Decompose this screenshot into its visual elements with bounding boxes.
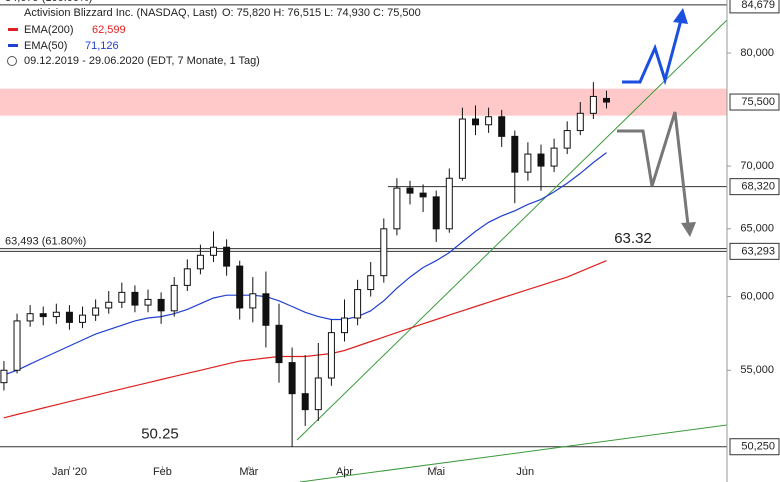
legend-value: 62,599	[92, 24, 126, 36]
candle-body	[327, 332, 335, 379]
candle-body	[393, 187, 401, 230]
candle-body	[602, 97, 610, 103]
ema-line	[3, 152, 607, 376]
arrowhead	[673, 8, 688, 24]
candle-body	[65, 311, 73, 323]
candle-body	[550, 147, 558, 167]
candle-body	[354, 289, 362, 319]
candle-body	[406, 187, 414, 194]
y-tick-label: 70,000	[740, 160, 774, 172]
candle-body	[118, 291, 126, 303]
clock-icon	[7, 56, 17, 66]
legend-swatch	[8, 44, 18, 47]
candle-body	[275, 324, 283, 364]
level-caption: 84,679 (100.00%)	[5, 0, 92, 4]
arrowhead	[681, 222, 696, 237]
candle-body	[223, 246, 231, 267]
x-tick-label: Jun	[516, 466, 534, 478]
x-tick-label: Apr	[336, 466, 353, 478]
candle-body	[576, 112, 584, 132]
scenario-arrow	[622, 19, 683, 86]
annotation: 50.25	[141, 426, 179, 443]
title: Activision Blizzard Inc. (NASDAQ, Last)	[24, 7, 217, 19]
candle-body	[524, 153, 532, 173]
candle-body	[471, 118, 479, 126]
x-tick-label: Mär	[239, 466, 258, 478]
legend-label: EMA(50)	[24, 40, 67, 52]
candle-body	[380, 228, 388, 277]
price-box-label: 84,679	[741, 0, 775, 11]
price-box	[729, 438, 780, 456]
ohlc: O: 75,820 H: 76,515 L: 74,930 C: 75,500	[222, 7, 421, 19]
candle-body	[183, 268, 191, 286]
trendline	[299, 424, 728, 482]
candle-body	[210, 246, 218, 256]
candle-body	[39, 313, 47, 318]
candle-body	[13, 320, 21, 371]
price-box-label: 68,320	[741, 181, 775, 193]
y-tick-label: 65,000	[740, 223, 774, 235]
candle-body	[249, 293, 257, 309]
candle-body	[288, 362, 296, 395]
candle-body	[0, 369, 8, 384]
x-tick-label: Jan '20	[52, 466, 87, 478]
price-box	[729, 93, 780, 111]
candle-body	[236, 265, 244, 309]
candle-body	[79, 314, 87, 323]
price-box	[729, 0, 780, 14]
candle-body	[92, 307, 100, 316]
legend-label: EMA(200)	[24, 24, 74, 36]
candle-body	[445, 177, 453, 230]
background	[0, 4, 727, 448]
candle-body	[131, 291, 139, 306]
candle-body	[105, 301, 113, 309]
candle-body	[432, 196, 440, 230]
candle-body	[458, 118, 466, 179]
candle-body	[262, 293, 270, 326]
candle-body	[498, 116, 506, 137]
candle-body	[419, 192, 427, 198]
candle-body	[485, 116, 493, 126]
candle-body	[563, 130, 571, 149]
candle-body	[367, 275, 375, 291]
price-box	[729, 242, 780, 260]
candle-body	[314, 377, 322, 411]
candle-body	[511, 135, 519, 173]
candle-body	[537, 153, 545, 167]
scenario-arrow	[617, 111, 690, 226]
x-tick-label: Mai	[427, 466, 445, 478]
candle-body	[26, 313, 34, 322]
y-tick-label: 55,000	[740, 364, 774, 376]
legend-swatch	[8, 28, 18, 31]
candle-body	[170, 284, 178, 312]
x-tick-label: Feb	[153, 466, 172, 478]
legend-value: 71,126	[85, 40, 119, 52]
y-tick-label: 60,000	[740, 290, 774, 302]
candle-body	[52, 311, 60, 318]
candle-body	[144, 298, 152, 306]
candle-body	[196, 254, 204, 270]
period: 09.12.2019 - 29.06.2020 (EDT, 7 Monate, …	[24, 55, 260, 67]
price-box-label: 50,250	[741, 441, 775, 453]
candle-body	[341, 317, 349, 334]
candle-body	[589, 95, 597, 114]
candle-body	[157, 298, 165, 312]
price-box-label: 63,293	[741, 245, 775, 257]
price-box-label: 75,500	[741, 96, 775, 108]
y-tick-label: 80,000	[740, 47, 774, 59]
candle-body	[301, 393, 309, 411]
resistance-band	[0, 88, 727, 116]
price-box	[729, 178, 780, 196]
annotation: 63.32	[614, 230, 652, 247]
level-caption: 63,493 (61.80%)	[5, 236, 86, 248]
trendline	[296, 19, 728, 441]
